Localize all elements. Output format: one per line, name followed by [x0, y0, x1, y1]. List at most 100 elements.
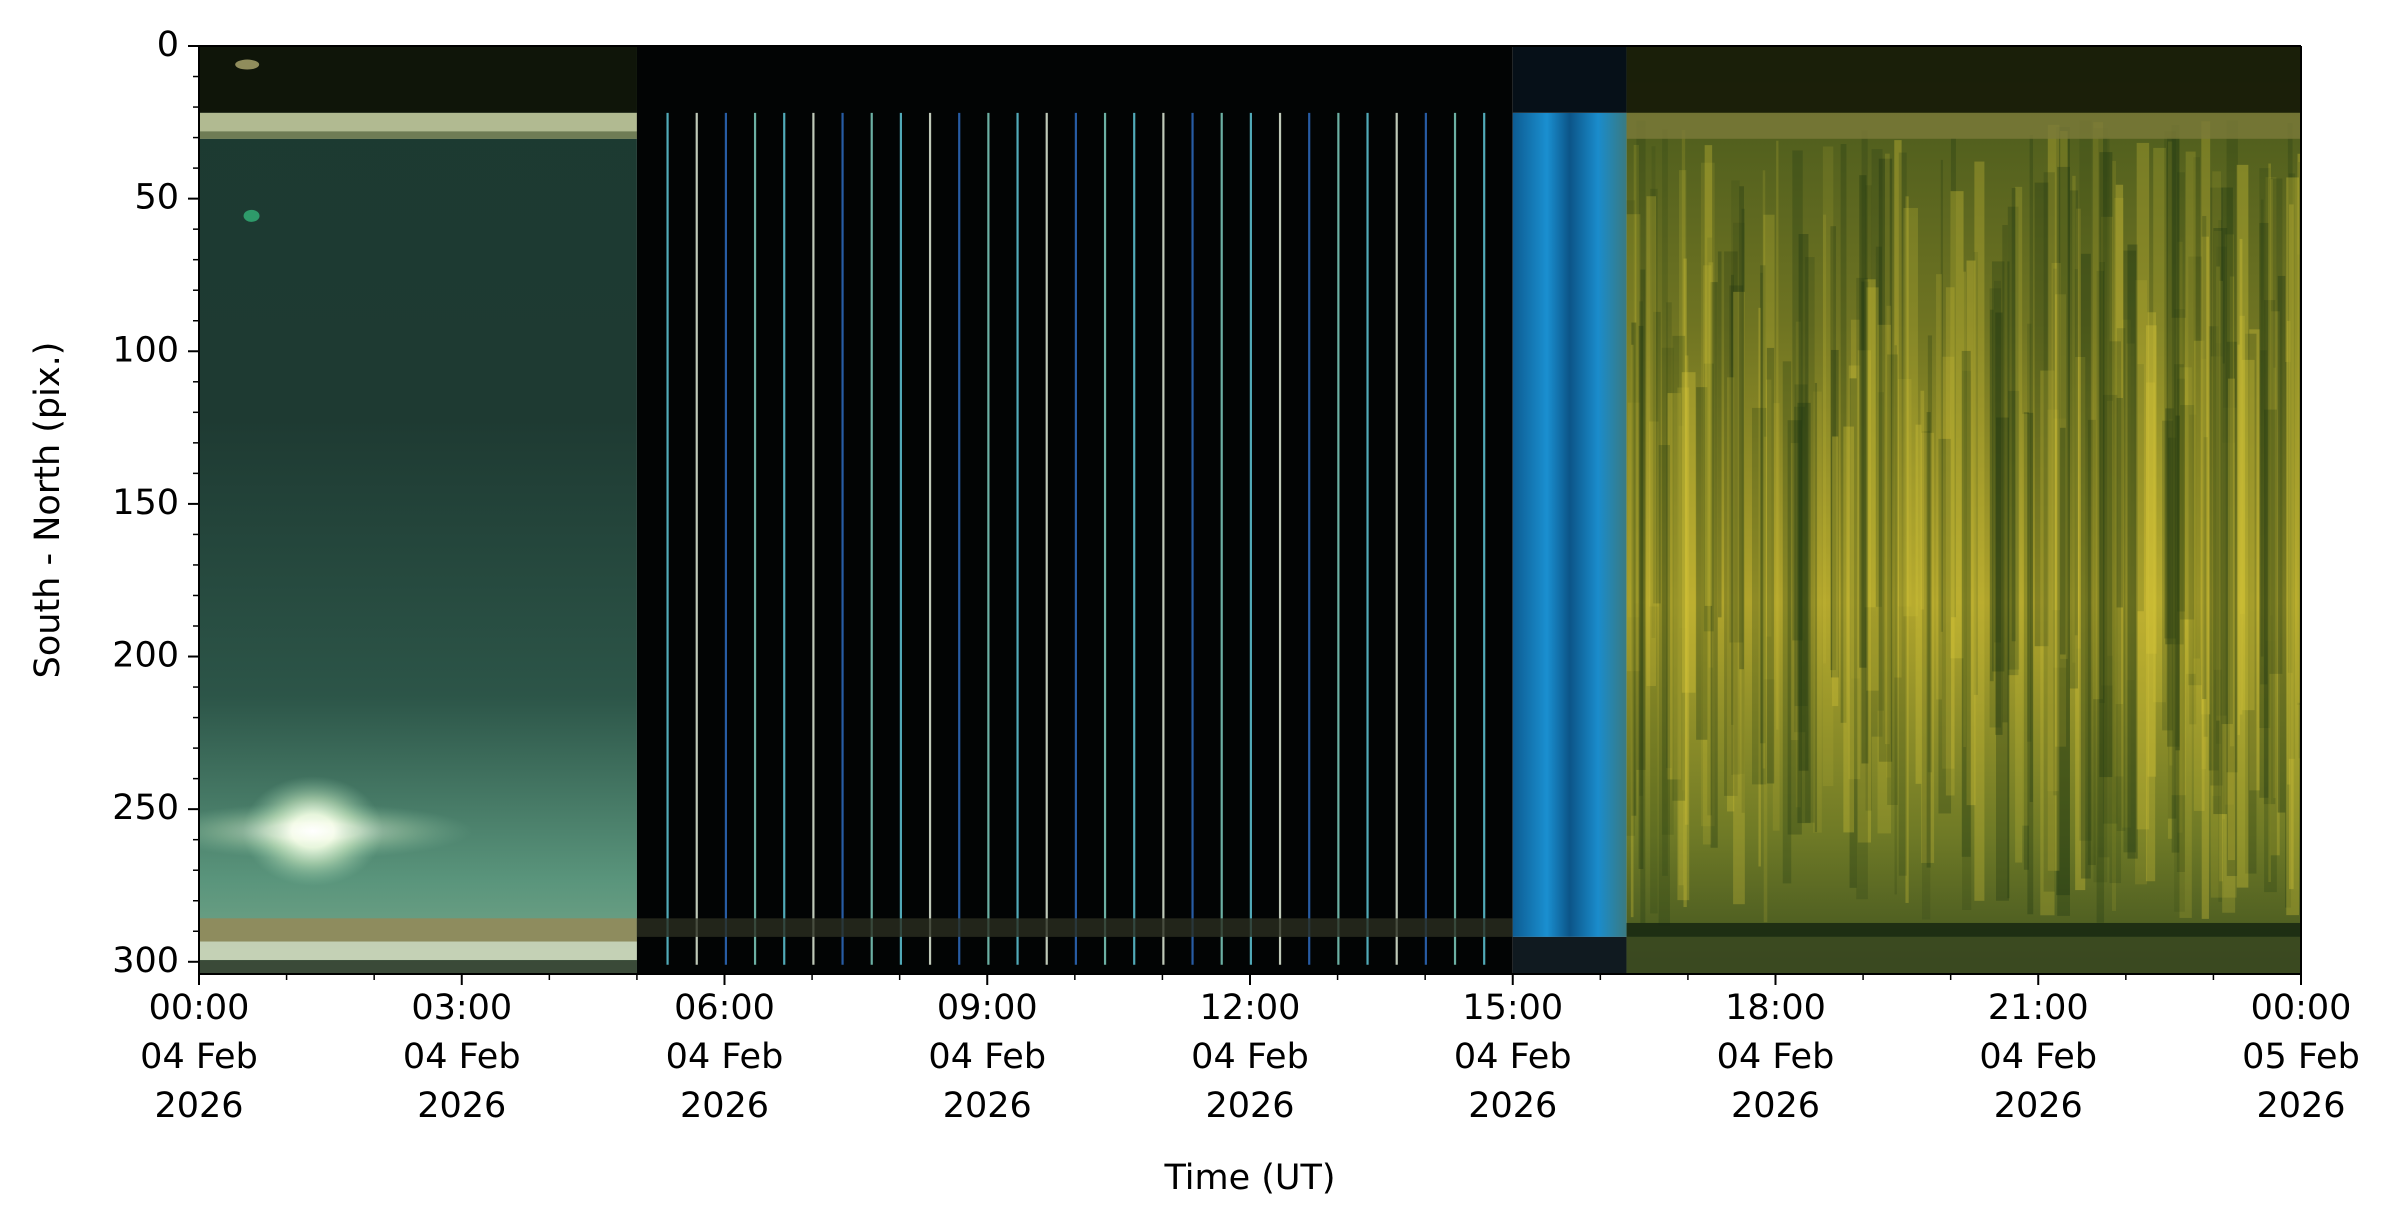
- image-region: [2175, 415, 2180, 751]
- image-region: [1762, 170, 1766, 769]
- image-region: [2023, 412, 2029, 870]
- image-region: [1638, 325, 1644, 869]
- image-region: [1681, 130, 1686, 791]
- image-region: [1626, 922, 2301, 937]
- image-region: [2210, 356, 2223, 898]
- image-region: [2213, 230, 2222, 670]
- image-region: [1636, 120, 1646, 770]
- image-region: [199, 131, 637, 139]
- image-region: [1814, 382, 1818, 833]
- image-region: [1626, 200, 1636, 836]
- image-region: [2277, 275, 2286, 813]
- image-region: [2169, 418, 2173, 766]
- image-region: [2100, 216, 2113, 686]
- image-region: [1813, 391, 1822, 833]
- image-region: [2296, 254, 2300, 705]
- image-region: [1861, 130, 1868, 764]
- image-region: [1626, 936, 2301, 974]
- image-region: [1857, 350, 1872, 843]
- image-region: [2259, 222, 2269, 798]
- image-region: [2137, 364, 2144, 612]
- image-region: [2176, 378, 2185, 873]
- image-region: [1942, 356, 1955, 769]
- image-region: [2116, 328, 2126, 832]
- image-region: [1995, 312, 2003, 735]
- image-region: [2270, 311, 2280, 856]
- image-region: [1898, 152, 1907, 876]
- image-region: [1884, 153, 1890, 745]
- image-region: [1848, 365, 1861, 780]
- y-tick-label: 300: [112, 941, 179, 981]
- image-region: [1684, 355, 1689, 825]
- image-region: [1822, 146, 1834, 787]
- image-region: [2076, 208, 2081, 649]
- image-region: [1991, 261, 2005, 672]
- image-region: [1763, 436, 1768, 923]
- image-region: [2226, 341, 2238, 877]
- image-region: [2087, 419, 2096, 866]
- image-region: [1512, 46, 1627, 113]
- image-region: [2027, 323, 2032, 742]
- image-region: [2264, 409, 2277, 893]
- image-region: [2236, 164, 2249, 888]
- image-region: [2177, 172, 2185, 612]
- image-region: [2059, 427, 2066, 655]
- image-region: [1794, 384, 1808, 707]
- image-region: [1897, 379, 1912, 607]
- image-region: [2286, 177, 2300, 916]
- y-tick-label: 50: [134, 178, 179, 218]
- image-region: [1963, 271, 1966, 748]
- image-region: [2222, 363, 2225, 820]
- image-region: [1626, 214, 1641, 672]
- image-region: [2268, 163, 2271, 882]
- image-region: [2060, 131, 2068, 659]
- image-region: [1630, 344, 1634, 918]
- image-region: [1733, 291, 1745, 905]
- image-region: [2219, 280, 2223, 882]
- image-region: [2208, 326, 2219, 771]
- image-region: [2201, 358, 2207, 770]
- y-tick-label: 150: [112, 483, 179, 523]
- image-region: [1832, 436, 1839, 707]
- image-region: [2002, 225, 2008, 723]
- image-region: [1894, 140, 1902, 678]
- image-region: [2180, 405, 2195, 620]
- image-region: [2099, 261, 2105, 704]
- x-tick-label: 15:00 04 Feb 2026: [1453, 988, 1572, 1126]
- image-region: [1894, 345, 1897, 895]
- image-region: [2122, 319, 2131, 828]
- image-region: [1729, 285, 1744, 643]
- image-region: [2153, 147, 2166, 703]
- x-tick-label: 00:00 04 Feb 2026: [140, 988, 258, 1126]
- image-region: [1865, 185, 1872, 811]
- image-region: [1887, 354, 1898, 805]
- image-region: [636, 918, 1513, 937]
- image-region: [1877, 324, 1892, 834]
- image-region: [1871, 149, 1883, 737]
- image-region: [1681, 372, 1696, 693]
- image-region: [2239, 315, 2245, 614]
- image-region: [2164, 131, 2177, 639]
- image-region: [2298, 162, 2301, 759]
- image-region: [2171, 317, 2187, 796]
- image-region: [1961, 350, 1971, 857]
- image-region: [2106, 400, 2114, 656]
- image-region: [1649, 421, 1659, 607]
- x-tick-label: 00:00 05 Feb 2026: [2242, 988, 2360, 1126]
- image-region: [1710, 282, 1718, 848]
- x-tick-label: 18:00 04 Feb 2026: [1716, 988, 1835, 1126]
- image-region: [2260, 350, 2268, 685]
- image-region: [1751, 407, 1767, 785]
- image-region: [1840, 144, 1847, 723]
- image-region: [1727, 377, 1735, 812]
- image-region: [1795, 321, 1801, 808]
- image-region: [2096, 270, 2105, 923]
- image-region: [1797, 402, 1811, 824]
- image-region: [2075, 357, 2086, 891]
- image-region: [1877, 392, 1884, 711]
- image-region: [1973, 251, 1979, 695]
- x-axis-label: Time (UT): [1163, 1158, 1335, 1198]
- image-region: [2171, 125, 2180, 853]
- image-region: [2040, 370, 2055, 916]
